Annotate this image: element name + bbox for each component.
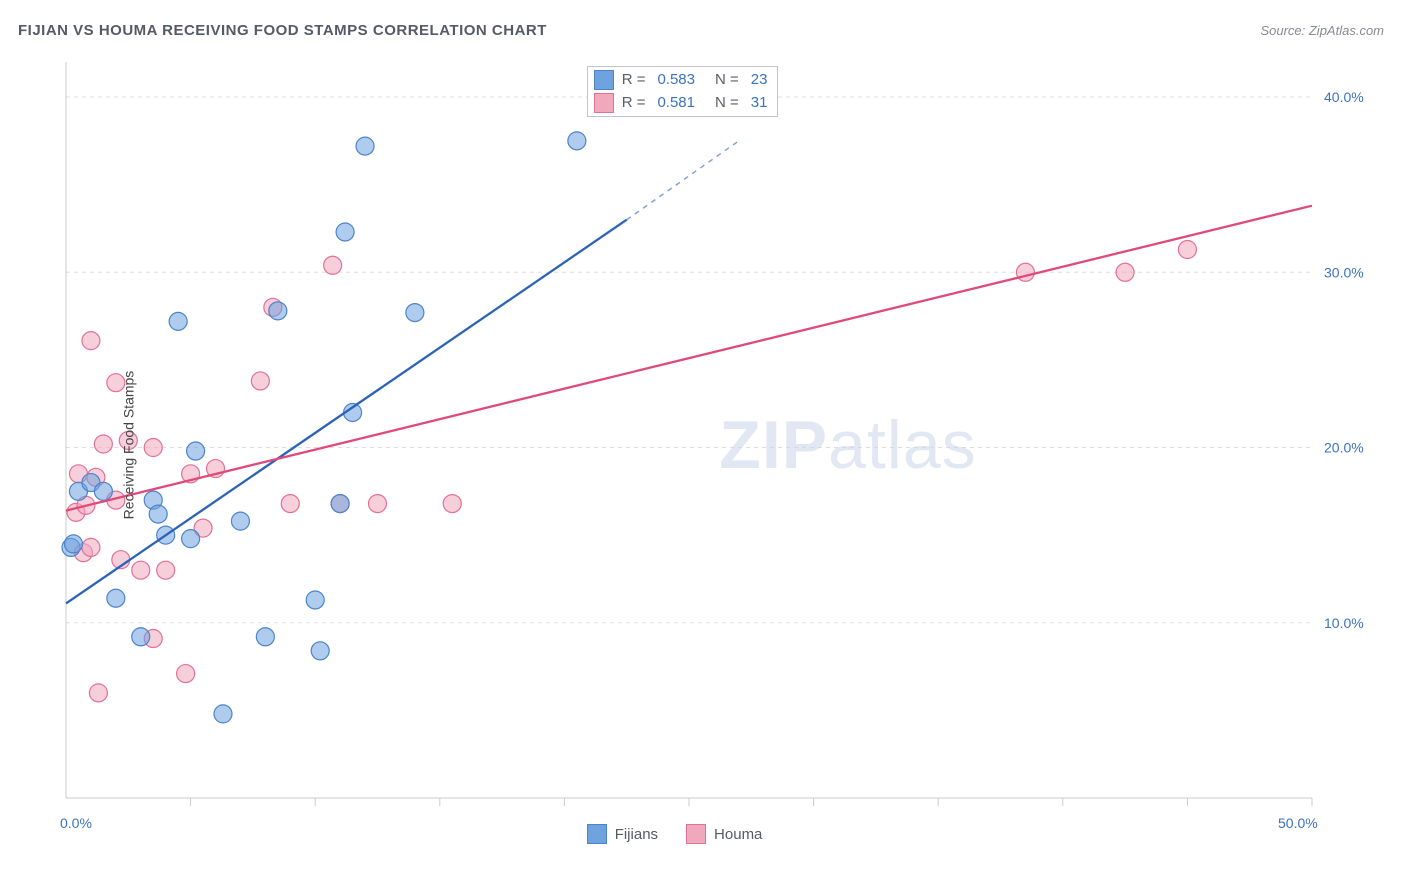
data-point <box>324 256 342 274</box>
legend-series-name: Houma <box>714 826 762 843</box>
data-point <box>132 628 150 646</box>
data-point <box>94 435 112 453</box>
y-tick-label: 10.0% <box>1324 615 1364 631</box>
data-point <box>182 530 200 548</box>
legend-swatch <box>587 824 607 844</box>
legend-swatch <box>594 70 614 90</box>
chart-title: FIJIAN VS HOUMA RECEIVING FOOD STAMPS CO… <box>18 22 547 39</box>
r-value: 0.581 <box>657 94 695 111</box>
data-point <box>336 223 354 241</box>
n-value: 31 <box>751 94 768 111</box>
legend-swatch <box>594 93 614 113</box>
data-point <box>311 642 329 660</box>
data-point <box>107 589 125 607</box>
chart-canvas: 10.0% 20.0% 30.0% 40.0% 0.0% 50.0% <box>44 50 1384 840</box>
data-point <box>149 505 167 523</box>
n-value: 23 <box>751 71 768 88</box>
data-point <box>256 628 274 646</box>
data-point <box>356 137 374 155</box>
series-legend: Fijians Houma <box>587 824 763 844</box>
data-point <box>231 512 249 530</box>
legend-swatch <box>686 824 706 844</box>
source-attribution: Source: ZipAtlas.com <box>1260 23 1384 38</box>
data-point <box>443 495 461 513</box>
data-point <box>177 665 195 683</box>
data-point <box>269 302 287 320</box>
legend-item: Fijians <box>587 824 658 844</box>
y-axis-label: Receiving Food Stamps <box>120 371 136 520</box>
r-value: 0.583 <box>657 71 695 88</box>
trend-line <box>66 206 1312 511</box>
y-tick-label: 30.0% <box>1324 264 1364 280</box>
y-tick-label: 40.0% <box>1324 89 1364 105</box>
data-point <box>169 312 187 330</box>
data-point <box>144 439 162 457</box>
n-label: N = <box>715 71 739 88</box>
data-point <box>187 442 205 460</box>
trend-line <box>66 220 627 604</box>
data-point <box>157 561 175 579</box>
data-point <box>369 495 387 513</box>
legend-item: Houma <box>686 824 762 844</box>
data-point <box>331 495 349 513</box>
data-point <box>82 332 100 350</box>
data-point <box>406 304 424 322</box>
data-point <box>1178 241 1196 259</box>
data-point <box>281 495 299 513</box>
legend-stat-row: R = 0.581 N = 31 <box>594 93 768 113</box>
correlation-legend: R = 0.583 N = 23 R = 0.581 N = 31 <box>587 66 779 117</box>
legend-series-name: Fijians <box>615 826 658 843</box>
data-point <box>64 535 82 553</box>
data-point <box>82 538 100 556</box>
trend-line-extrapolated <box>627 141 739 220</box>
data-point <box>1016 263 1034 281</box>
data-point <box>89 684 107 702</box>
scatter-plot: Receiving Food Stamps ZIPatlas 10.0% 20.0… <box>44 50 1384 840</box>
x-tick-label: 50.0% <box>1278 815 1318 831</box>
n-label: N = <box>715 94 739 111</box>
data-point <box>1116 263 1134 281</box>
data-point <box>94 482 112 500</box>
y-tick-label: 20.0% <box>1324 440 1364 456</box>
r-label: R = <box>622 94 646 111</box>
r-label: R = <box>622 71 646 88</box>
data-point <box>306 591 324 609</box>
data-point <box>214 705 232 723</box>
x-tick-label: 0.0% <box>60 815 92 831</box>
legend-stat-row: R = 0.583 N = 23 <box>594 70 768 90</box>
watermark: ZIPatlas <box>719 406 976 484</box>
data-point <box>132 561 150 579</box>
data-point <box>568 132 586 150</box>
data-point <box>251 372 269 390</box>
